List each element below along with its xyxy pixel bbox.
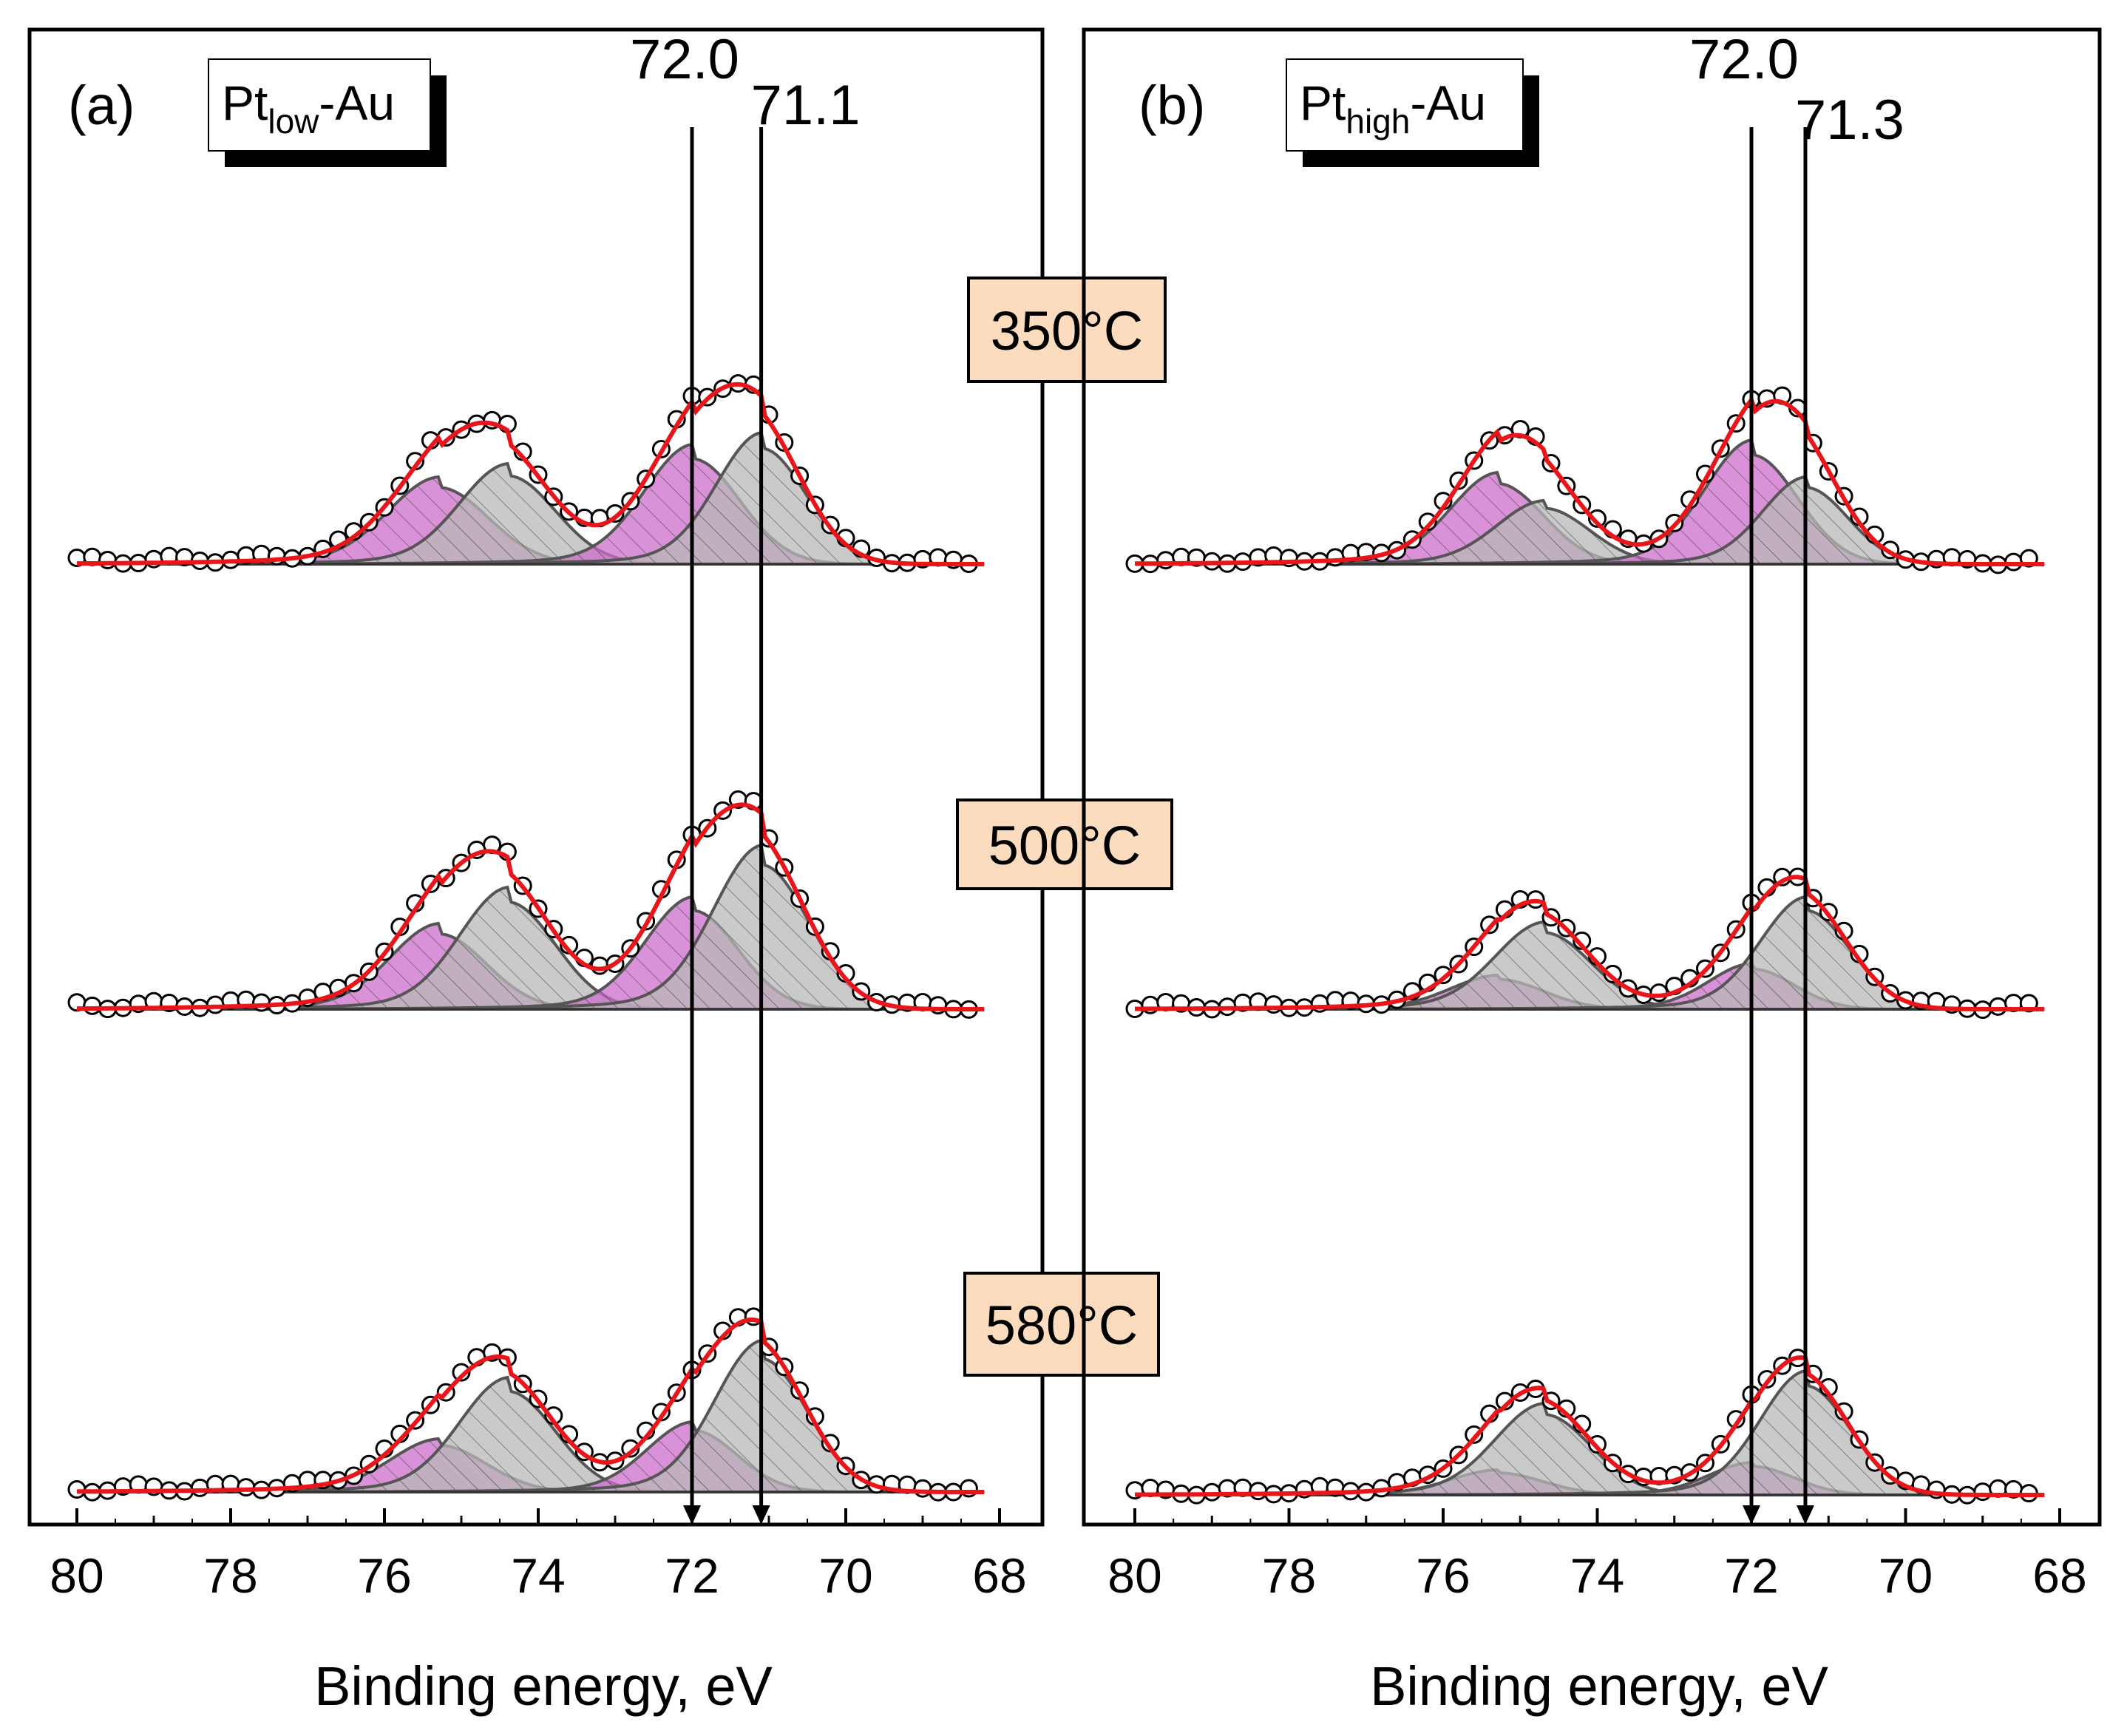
sample-box	[1286, 58, 1524, 152]
data-point	[1156, 551, 1176, 570]
x-tick-label: 70	[1879, 1548, 1933, 1603]
fit-envelope	[1135, 395, 2045, 566]
spectrum-1	[1125, 867, 2045, 1020]
component-hatch	[1135, 922, 2045, 1009]
data-point	[98, 551, 118, 569]
data-point	[452, 1363, 471, 1382]
sample-prefix: Pt	[1300, 75, 1346, 130]
temperature-box	[963, 1272, 1160, 1377]
x-tick-label: 70	[818, 1548, 872, 1603]
data-point	[83, 996, 102, 1015]
peak-label: 72.0	[1689, 28, 1799, 91]
component-hatch	[1135, 477, 2045, 564]
fit-envelope	[77, 382, 985, 566]
component-hatch	[77, 1340, 985, 1492]
x-axis-title: Binding energy, eV	[1370, 1655, 1828, 1717]
x-tick-label: 74	[1570, 1548, 1624, 1603]
component-hatch	[77, 433, 985, 564]
x-tick-label: 68	[2032, 1548, 2086, 1603]
x-tick-label: 76	[1416, 1548, 1470, 1603]
x-tick-label: 78	[1262, 1548, 1316, 1603]
x-tick-label: 72	[1724, 1548, 1778, 1603]
spectrum-2	[67, 1307, 985, 1502]
plot-frame	[27, 27, 1045, 1527]
panel-label: (a)	[68, 75, 135, 136]
panel-a: 72.071.1 80 78 76 74 72 70 68 Binding energy, eV…	[27, 27, 1173, 1717]
sample-subscript: low	[268, 102, 319, 140]
fit-envelope	[1135, 1355, 2045, 1497]
data-point	[1603, 964, 1622, 983]
fit-envelope	[77, 802, 985, 1011]
data-point	[1264, 995, 1283, 1014]
x-tick-label: 68	[972, 1548, 1026, 1603]
panel-label: (b)	[1139, 75, 1205, 136]
temperature-box	[967, 277, 1167, 383]
x-tick-label: 72	[665, 1548, 719, 1603]
component-hatch	[77, 845, 985, 1009]
data-point	[621, 1439, 640, 1458]
x-axis-title: Binding energy, eV	[314, 1655, 773, 1717]
component-hatch	[77, 464, 985, 564]
reference-arrow	[752, 1505, 770, 1525]
data-point	[590, 956, 609, 975]
plot-frame	[1082, 27, 2102, 1527]
component-hatch	[1135, 897, 2045, 1009]
sample-suffix: -Au	[319, 75, 395, 130]
spectrum-0	[1125, 386, 2045, 574]
data-point	[1588, 509, 1607, 528]
peak-label: 72.0	[630, 28, 739, 91]
data-point	[190, 1478, 209, 1497]
x-tick-label: 76	[357, 1548, 411, 1603]
temperature-label: 350°C	[991, 300, 1144, 362]
data-point	[1989, 997, 2008, 1016]
reference-arrow	[1796, 1505, 1814, 1525]
sample-label: Ptlow-Au	[222, 75, 395, 140]
sample-prefix: Pt	[222, 75, 268, 130]
sample-suffix: -Au	[1410, 75, 1486, 130]
data-point	[1249, 1482, 1268, 1501]
data-point	[237, 1478, 256, 1497]
data-point	[913, 1479, 932, 1498]
x-tick-label: 80	[1107, 1548, 1161, 1603]
spectrum-1	[67, 790, 985, 1019]
data-point	[252, 993, 271, 1012]
x-tick-label: 74	[511, 1548, 565, 1603]
sample-subscript: high	[1346, 102, 1410, 140]
component-hatch	[77, 887, 985, 1009]
spectrum-2	[1125, 1349, 2045, 1505]
fit-envelope	[1135, 875, 2045, 1011]
component-hatch	[1135, 1371, 2045, 1495]
x-tick-label: 78	[203, 1548, 257, 1603]
temperature-label: 500°C	[988, 815, 1141, 876]
data-point	[1649, 983, 1669, 1003]
x-tick-label: 80	[50, 1548, 104, 1603]
peak-label: 71.3	[1795, 89, 1904, 152]
component-hatch	[1135, 501, 2045, 564]
temperature-label: 580°C	[986, 1295, 1139, 1356]
panel-b: 72.071.3 80 78 76 74 72 70 68 Binding energy, eV…	[1082, 27, 2102, 1717]
temperature-box	[956, 799, 1173, 890]
sample-box	[208, 58, 431, 152]
data-point	[1418, 512, 1437, 532]
data-point	[1326, 548, 1345, 567]
spectrum-0	[67, 374, 985, 573]
fit-envelope	[76, 1318, 985, 1494]
data-point	[1973, 1482, 1992, 1502]
component-hatch	[77, 1377, 985, 1492]
sample-label: Pthigh-Au	[1300, 75, 1486, 140]
peak-label: 71.1	[751, 74, 861, 137]
